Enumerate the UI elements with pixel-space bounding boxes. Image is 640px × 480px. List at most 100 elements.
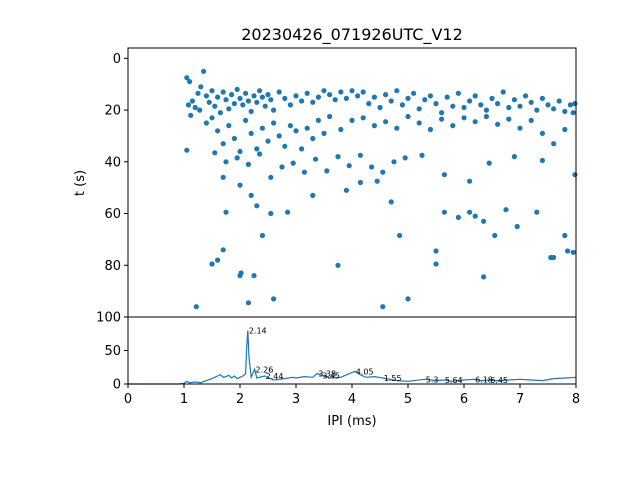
scatter-point-166 (268, 210, 274, 217)
lower-y-ticks: 0 50 (104, 316, 128, 393)
scatter-point-40 (304, 90, 310, 96)
scatter-point-84 (551, 106, 557, 112)
scatter-point-95 (231, 135, 237, 142)
scatter-point-43 (321, 88, 327, 94)
scatter-point-57 (399, 102, 405, 108)
scatter-point-153 (419, 152, 425, 158)
scatter-point-146 (335, 154, 341, 160)
scatter-point-72 (483, 107, 489, 113)
scatter-point-136 (223, 159, 229, 165)
scatter-point-90 (203, 120, 209, 126)
scatter-point-38 (293, 93, 299, 99)
scatter-point-73 (489, 95, 495, 101)
scatter-point-202 (405, 296, 411, 302)
ipi-histogram (128, 330, 577, 385)
scatter-point-200 (271, 296, 277, 302)
upper-y-tick-label-3: 60 (104, 207, 121, 222)
scatter-point-109 (310, 135, 316, 142)
scatter-point-8 (197, 107, 203, 113)
chart-title: 20230426_071926UTC_V12 (241, 25, 463, 45)
scatter-point-87 (567, 102, 574, 108)
scatter-point-18 (226, 106, 232, 112)
scatter-point-145 (324, 168, 330, 174)
scatter-point-24 (243, 90, 249, 96)
scatter-point-60 (416, 106, 422, 112)
scatter-point-31 (262, 103, 268, 109)
scatter-point-191 (215, 257, 221, 263)
scatter-point-25 (245, 98, 251, 104)
scatter-point-75 (500, 89, 506, 95)
scatter-point-110 (315, 117, 321, 123)
scatter-point-32 (265, 92, 271, 98)
scatter-point-126 (483, 113, 489, 120)
scatter-point-180 (481, 218, 487, 224)
scatter-point-33 (268, 97, 274, 103)
lower-y-tick-label-0: 0 (113, 378, 121, 393)
scatter-point-97 (243, 117, 249, 123)
scatter-point-70 (472, 93, 478, 99)
scatter-point-141 (279, 164, 285, 170)
scatter-point-27 (251, 93, 257, 99)
lower-y-tick-label-1: 50 (104, 344, 121, 359)
scatter-point-150 (380, 169, 386, 175)
scatter-point-156 (486, 160, 492, 166)
scatter-point-21 (234, 86, 240, 92)
x-tick-label-6: 6 (460, 392, 468, 407)
scatter-point-37 (287, 102, 293, 108)
scatter-point-183 (514, 223, 520, 230)
scatter-point-144 (313, 156, 319, 162)
scatter-point-64 (439, 110, 445, 116)
scatter-point-148 (357, 152, 363, 158)
scatter-point-1 (187, 79, 193, 85)
scatter-point-28 (254, 99, 260, 105)
scatter-point-124 (461, 115, 467, 121)
scatter-point-113 (338, 126, 344, 133)
scatter-point-65 (444, 94, 450, 100)
scatter-point-77 (511, 97, 517, 103)
scatter-point-175 (433, 261, 439, 267)
scatter-point-50 (360, 89, 366, 95)
scatter-point-119 (405, 113, 411, 120)
peak-annotation-7: 5.3 (426, 375, 439, 384)
scatter-point-66 (450, 103, 456, 109)
x-tick-label-1: 1 (180, 392, 188, 407)
scatter-point-54 (383, 92, 389, 98)
scatter-point-102 (271, 120, 277, 126)
scatter-point-98 (248, 130, 254, 136)
scatter-point-172 (388, 199, 394, 205)
peak-annotation-10: 6.45 (490, 376, 508, 385)
scatter-point-67 (455, 90, 461, 96)
scatter-point-154 (441, 172, 447, 178)
scatter-point-0 (184, 75, 190, 81)
scatter-point-96 (237, 148, 243, 155)
scatter-point-19 (229, 92, 235, 98)
scatter-point-131 (539, 130, 546, 136)
scatter-points (184, 68, 578, 310)
scatter-point-83 (545, 102, 551, 108)
scatter-point-26 (248, 108, 254, 114)
scatter-point-4 (189, 98, 195, 104)
upper-y-ticks: 0 20 40 60 80 100 (96, 52, 128, 326)
ipi-histogram-line (128, 330, 577, 385)
scatter-point-176 (441, 209, 447, 215)
peak-annotation-0: 2.14 (249, 326, 267, 335)
scatter-point-184 (534, 209, 540, 215)
scatter-point-61 (422, 97, 428, 103)
scatter-point-167 (285, 209, 291, 215)
scatter-point-169 (343, 187, 349, 193)
scatter-point-132 (551, 141, 557, 147)
scatter-point-192 (220, 247, 226, 253)
peak-annotation-3: 3.38 (318, 369, 336, 378)
scatter-point-182 (503, 207, 509, 213)
scatter-point-15 (217, 110, 223, 116)
scatter-point-122 (439, 116, 445, 122)
scatter-point-111 (321, 130, 327, 136)
scatter-point-78 (517, 103, 523, 109)
scatter-point-103 (276, 133, 282, 139)
scatter-point-85 (556, 98, 562, 104)
scatter-point-14 (215, 94, 221, 100)
scatter-point-23 (240, 102, 246, 108)
scatter-point-76 (506, 104, 512, 111)
